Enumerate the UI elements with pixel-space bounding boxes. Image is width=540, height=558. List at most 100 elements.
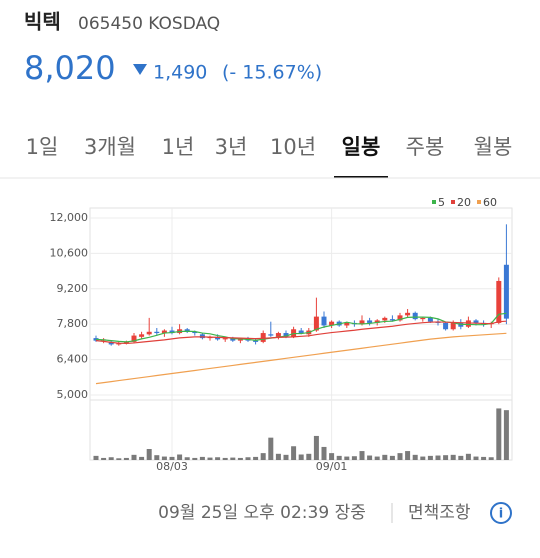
candle-body [298, 330, 304, 334]
y-tick-label: 10,600 [50, 246, 89, 259]
change-pct: (- 15.67%) [222, 62, 322, 84]
down-arrow [133, 64, 147, 75]
candle-body [268, 334, 274, 336]
volume-bar [291, 446, 297, 460]
moving-average [95, 312, 507, 343]
candle-body [184, 329, 190, 332]
candle-body [321, 316, 327, 326]
volume-bar [488, 457, 494, 460]
volume-bar [359, 451, 365, 460]
candle-body [192, 331, 198, 334]
y-tick-label: 12,000 [50, 211, 89, 224]
candle-body [230, 338, 236, 341]
volume-bar [427, 455, 433, 460]
volume-bar [503, 410, 509, 460]
candle-body [116, 343, 122, 345]
candle-body [245, 339, 251, 341]
y-tick-label: 6,400 [57, 353, 89, 366]
volume-bar [215, 457, 221, 460]
volume-bar [123, 457, 129, 460]
info-i: i [499, 507, 503, 522]
tab[interactable]: 1년 [162, 135, 195, 159]
stock-code: 065450 KOSDAQ [78, 14, 220, 34]
candle-body [389, 319, 395, 321]
volume-bar [443, 455, 449, 460]
volume-bar [146, 449, 152, 460]
candle-body [161, 330, 167, 334]
volume-bar [184, 457, 190, 460]
moving-average [95, 320, 507, 345]
volume-bar [374, 456, 380, 460]
candle-body [222, 338, 228, 340]
volume-bar [207, 457, 213, 460]
info-icon[interactable] [490, 502, 512, 524]
candle-body [108, 341, 114, 345]
volume-bar [382, 454, 388, 460]
candle-body [237, 339, 243, 341]
candle-body [367, 320, 373, 323]
volume-bar [473, 456, 479, 460]
tab[interactable]: 월봉 [474, 135, 513, 159]
legend-label: 5 [438, 196, 445, 209]
volume-bar [313, 435, 319, 460]
candle-body [420, 317, 426, 320]
volume-bar [222, 457, 228, 460]
volume-bar [481, 456, 487, 460]
volume-bar [435, 455, 441, 460]
candle-body [473, 320, 479, 323]
volume-bar [389, 455, 395, 460]
y-tick-label: 7,800 [57, 317, 89, 330]
volume-bar [321, 446, 327, 460]
candle-body [275, 333, 281, 337]
chart: 12,000 10,600 9,200 7,800 6,400 5,000 08/03 09/… [50, 196, 513, 473]
volume-bar [496, 408, 502, 460]
candle-body [131, 335, 137, 342]
tab[interactable]: 3개월 [84, 135, 136, 159]
tab[interactable]: 10년 [270, 135, 316, 159]
candle-body [397, 315, 403, 321]
volume-bar [465, 453, 471, 460]
disclaimer[interactable]: 면책조항 [408, 503, 471, 523]
volume-bar [253, 456, 259, 460]
candle-body [123, 341, 129, 344]
tab[interactable]: 3년 [215, 135, 248, 159]
volume-bar [199, 456, 205, 460]
volume-bar [298, 454, 304, 460]
volume-bar [93, 455, 99, 460]
volume-bar [139, 456, 145, 460]
candle-body [260, 333, 266, 342]
volume-bar [260, 453, 266, 460]
candle-body [329, 321, 335, 326]
candle-body [427, 317, 433, 322]
volume-bar [306, 453, 312, 460]
volume-bar [344, 456, 350, 460]
stock-name: 빅텍 [24, 10, 61, 34]
x-tick-label: 09/01 [316, 460, 348, 473]
candle-body [496, 280, 502, 323]
candle-body [405, 312, 411, 316]
y-tick-label: 9,200 [57, 282, 89, 295]
moving-average [95, 332, 507, 385]
volume-bar [192, 457, 198, 460]
y-tick-label: 5,000 [57, 388, 89, 401]
volume-bar [101, 457, 107, 460]
volume-bar [450, 454, 456, 460]
tab[interactable]: 주봉 [406, 135, 445, 159]
timestamp: 09월 25일 오후 02:39 장중 [158, 503, 366, 523]
volume-bar [336, 455, 342, 460]
volume-bar [283, 454, 289, 460]
tab[interactable]: 1일 [26, 135, 59, 159]
volume-bar [116, 458, 122, 460]
candle-body [344, 322, 350, 326]
candle-body [253, 340, 259, 342]
tab[interactable]: 일봉 [342, 135, 381, 159]
volume-bar [420, 456, 426, 460]
volume-bar [237, 457, 243, 460]
legend-swatch [432, 200, 436, 204]
candle-body [154, 331, 160, 334]
candle-body [215, 336, 221, 340]
candle-body [359, 320, 365, 325]
volume-bar [275, 453, 281, 460]
legend-label: 20 [457, 196, 471, 209]
